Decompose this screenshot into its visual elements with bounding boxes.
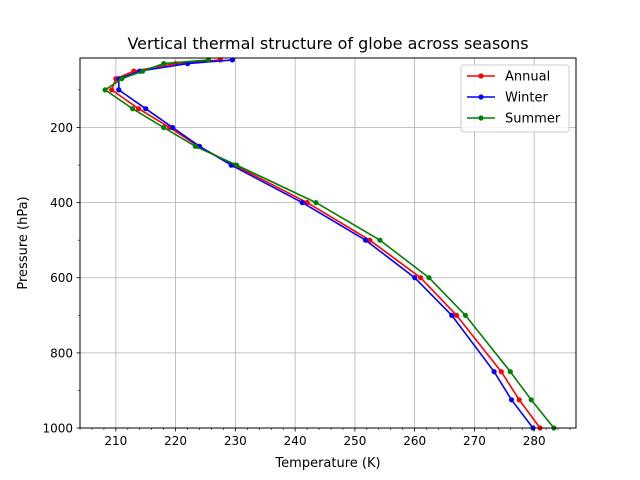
data-point-summer [130,106,136,112]
data-point-winter [449,312,455,318]
chart-title: Vertical thermal structure of globe acro… [127,34,528,53]
x-tick-label: 210 [104,434,127,448]
data-point-summer [462,312,468,318]
data-point-summer [426,275,432,281]
data-point-summer [192,143,198,149]
series-layer [102,57,557,431]
y-tick-label: 600 [50,271,73,285]
data-point-summer [161,124,167,131]
data-point-summer [140,68,146,74]
legend-label-winter: Winter [505,91,549,106]
data-point-winter [491,369,497,375]
data-point-annual [498,369,504,375]
series-summer [102,57,557,431]
x-tick-label: 280 [523,434,546,448]
x-tick-label: 220 [164,434,187,448]
x-tick-label: 230 [224,434,247,448]
x-tick-label: 250 [343,434,366,448]
x-axis-label: Temperature (K) [274,456,380,471]
x-axis: 210 220 230 240 250 260 270 280 [79,428,571,448]
y-tick-label: 800 [50,346,73,360]
data-point-winter [229,57,235,63]
y-tick-label: 400 [50,196,73,210]
data-point-annual [418,275,424,281]
data-point-summer [102,87,108,93]
data-point-winter [412,275,418,281]
data-point-annual [516,397,522,403]
data-point-summer [119,76,125,82]
data-point-winter [170,124,176,131]
plot-frame [79,57,577,429]
data-point-winter [299,200,305,206]
data-point-summer [161,61,167,67]
data-point-winter [363,237,369,243]
legend-label-annual: Annual [505,70,550,85]
legend: Annual Winter Summer [460,64,570,133]
y-tick-label: 1000 [42,422,73,436]
data-point-summer [507,369,513,375]
data-point-winter [116,87,122,93]
series-line-summer [103,59,555,429]
y-axis: 200 400 600 800 1000 [42,89,80,436]
data-point-summer [234,162,240,168]
data-point-summer [313,200,319,206]
legend-marker-winter [478,94,484,100]
data-point-annual [453,312,460,318]
legend-marker-summer [478,115,484,121]
y-axis-label: Pressure (hPa) [16,196,31,289]
legend-label-summer: Summer [505,112,561,127]
data-point-summer [205,57,212,63]
data-point-summer [528,397,534,403]
x-tick-label: 270 [463,434,486,448]
data-point-annual [136,106,142,112]
legend-marker-annual [478,73,484,79]
data-point-winter [508,397,515,403]
data-point-annual [109,87,115,93]
x-tick-label: 240 [284,434,307,448]
legend-box [460,64,570,133]
y-tick-label: 200 [50,121,73,135]
data-point-summer [377,237,383,243]
data-point-winter [143,106,149,112]
x-tick-label: 260 [403,434,426,448]
